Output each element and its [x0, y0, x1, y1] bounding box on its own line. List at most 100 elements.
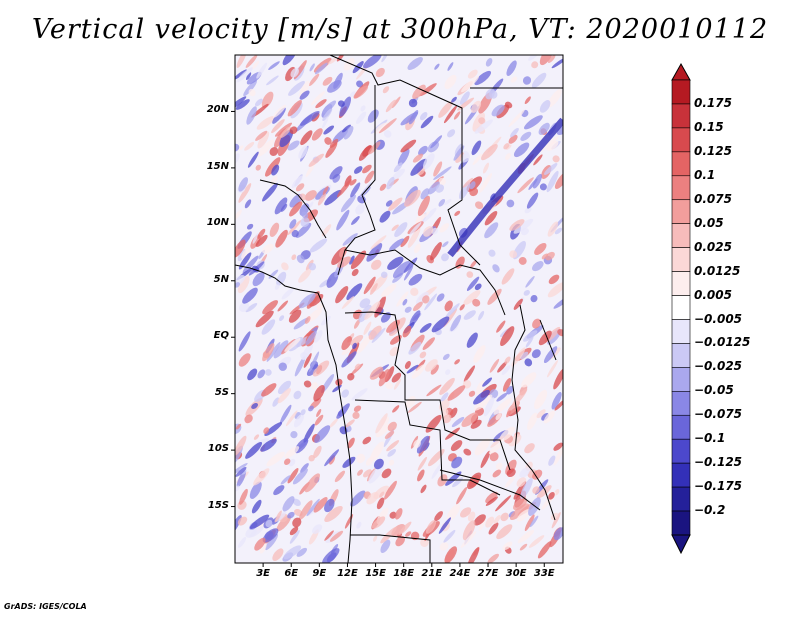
velocity-cell: [380, 271, 388, 279]
velocity-cell: [411, 364, 426, 379]
colorbar: [671, 62, 691, 555]
velocity-cell: [447, 385, 466, 401]
velocity-cell: [536, 485, 552, 499]
velocity-cell: [487, 288, 502, 305]
velocity-cell: [329, 166, 343, 180]
velocity-cell: [420, 484, 427, 494]
velocity-cell: [303, 353, 312, 368]
lon-label: 9E: [312, 568, 327, 579]
colorbar-label: 0.15: [694, 119, 724, 134]
velocity-cell: [543, 346, 558, 364]
velocity-cell: [238, 145, 244, 151]
velocity-cell: [294, 356, 306, 377]
velocity-cell: [245, 72, 252, 81]
velocity-cell: [252, 272, 265, 287]
velocity-cell: [466, 276, 480, 291]
velocity-cell: [307, 308, 323, 322]
velocity-cell: [419, 351, 427, 359]
velocity-cell: [255, 310, 274, 328]
colorbar-label: −0.175: [694, 479, 743, 494]
velocity-cell: [438, 177, 446, 186]
velocity-cell: [495, 462, 503, 471]
velocity-cell: [452, 99, 462, 108]
velocity-cell: [341, 351, 357, 368]
colorbar-swatch: [671, 295, 691, 320]
lon-label: 18E: [393, 568, 415, 579]
velocity-cell: [548, 491, 555, 500]
colorbar-swatch: [671, 247, 691, 272]
velocity-cell: [269, 222, 280, 237]
velocity-cell: [311, 382, 318, 390]
velocity-cell: [461, 75, 479, 93]
velocity-cell: [450, 440, 463, 452]
velocity-cell: [346, 283, 363, 301]
velocity-cell: [505, 153, 511, 160]
velocity-cell: [419, 323, 432, 333]
velocity-cell: [525, 336, 534, 348]
velocity-cell: [251, 499, 262, 514]
colorbar-swatch: [671, 462, 691, 488]
lon-label: 6E: [284, 568, 299, 579]
velocity-cell: [367, 109, 379, 123]
lat-label: 10N: [206, 217, 229, 229]
velocity-cell: [246, 223, 254, 230]
velocity-cell: [404, 189, 421, 207]
velocity-cell: [312, 360, 330, 377]
velocity-cell: [446, 503, 461, 522]
velocity-cell: [512, 388, 528, 407]
velocity-cell: [357, 195, 366, 204]
velocity-cell: [288, 80, 305, 96]
velocity-cell: [245, 55, 258, 68]
velocity-cell: [376, 497, 385, 510]
map-frame: [234, 54, 564, 564]
velocity-cell: [478, 117, 486, 125]
velocity-cell: [235, 423, 242, 430]
colorbar-swatch: [671, 79, 691, 105]
velocity-cell: [310, 91, 326, 106]
velocity-cell: [322, 548, 340, 563]
velocity-cell: [553, 368, 563, 390]
velocity-cell: [238, 177, 249, 192]
velocity-cell: [454, 210, 461, 217]
velocity-cell: [442, 241, 449, 248]
velocity-cell: [301, 211, 309, 219]
velocity-cell: [284, 458, 291, 465]
velocity-cell: [335, 378, 343, 386]
velocity-cell: [524, 358, 533, 367]
velocity-cell: [443, 529, 456, 543]
velocity-cell: [235, 99, 250, 110]
velocity-cell: [506, 199, 515, 208]
velocity-cell: [351, 216, 360, 225]
colorbar-label: 0.0125: [694, 263, 741, 278]
velocity-cell: [520, 131, 532, 141]
colorbar-swatch: [671, 510, 691, 536]
velocity-cell: [296, 254, 305, 264]
velocity-cell: [420, 188, 430, 200]
velocity-cell: [527, 412, 538, 430]
velocity-cell: [328, 57, 338, 65]
lat-label: 20N: [206, 104, 229, 116]
velocity-cell: [413, 439, 421, 449]
velocity-cell: [255, 164, 262, 171]
colorbar-swatch: [671, 414, 691, 440]
velocity-cell: [412, 84, 426, 99]
velocity-cell: [537, 541, 552, 559]
velocity-cell: [475, 201, 484, 210]
velocity-cell: [256, 116, 275, 130]
velocity-cell: [273, 104, 287, 118]
velocity-cell: [506, 410, 511, 418]
velocity-cell: [324, 505, 343, 523]
velocity-cell: [368, 464, 384, 484]
velocity-cell: [343, 58, 355, 71]
velocity-cell: [554, 227, 563, 235]
velocity-cell: [470, 100, 482, 113]
lon-label: 27E: [477, 568, 499, 579]
velocity-cell: [300, 217, 310, 228]
velocity-cell: [249, 514, 270, 529]
velocity-cell: [532, 318, 541, 329]
velocity-cell: [481, 143, 498, 161]
velocity-cell: [413, 243, 421, 254]
velocity-cell: [517, 529, 535, 544]
velocity-cell: [245, 441, 263, 459]
